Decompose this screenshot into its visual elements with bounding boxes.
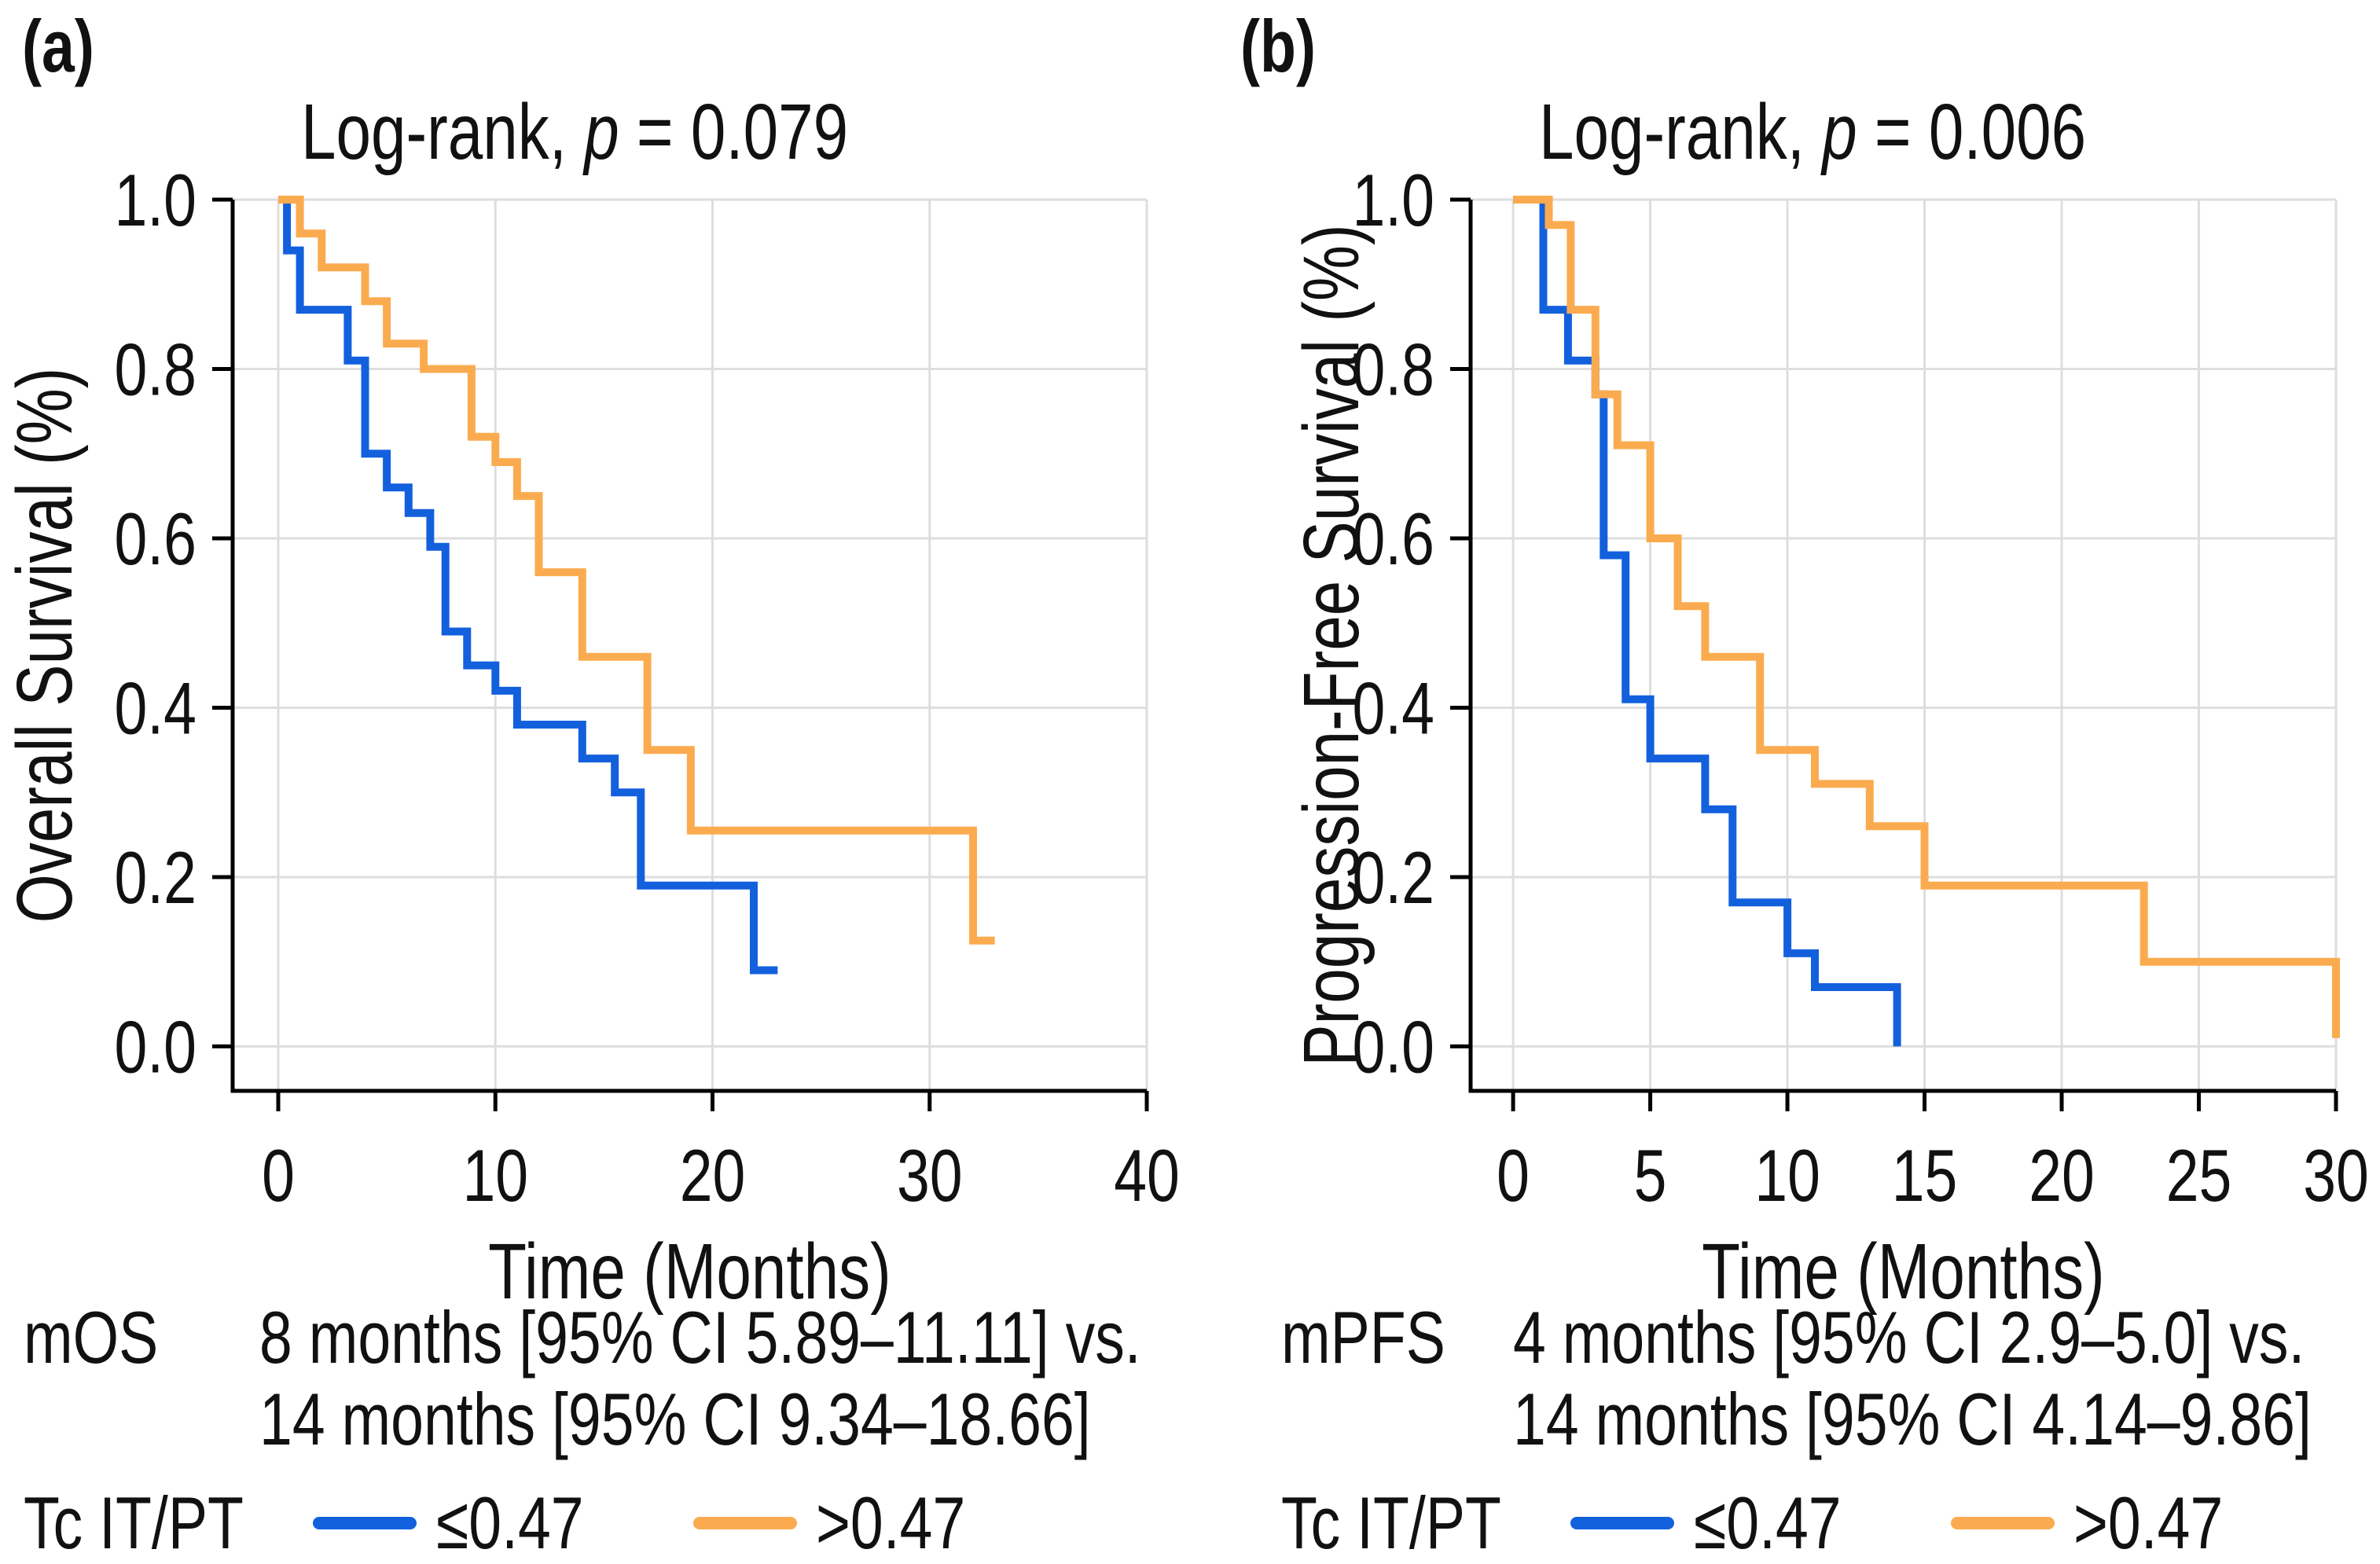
y-tick-label: 1.0 [114,160,196,242]
y-tick-label: 0.8 [114,329,196,412]
panel-a-ylabel: Overall Survival (%) [1,367,89,923]
y-tick-label: 0.6 [114,498,196,581]
legend-swatch-le047 [313,1517,417,1529]
panel-b-stats-line2: 14 months [95% CI 4.14–9.86] [1513,1378,2312,1460]
legend-swatch-gt047 [1951,1517,2055,1529]
x-tick-label: 0 [262,1135,295,1217]
x-tick-label: 10 [462,1135,528,1217]
panel-a-legend-entry-le047: ≤0.47 [436,1481,584,1564]
km-curve->0.47 [278,196,995,945]
x-tick-label: 20 [680,1135,746,1217]
km-curve->0.47 [1513,196,2340,1038]
p-italic: p [1822,88,1857,176]
y-tick-label: 0.8 [1352,329,1434,412]
panel-b-stats-label: mPFS [1281,1296,1445,1379]
panel-b-label: (b) [1240,5,1317,87]
panel-b-stats-line1: 4 months [95% CI 2.9–5.0] vs. [1513,1296,2305,1379]
panel-a-stats-line1: 8 months [95% CI 5.89–11.11] vs. [259,1296,1141,1379]
panel-b-legend-entry-gt047: >0.47 [2073,1481,2224,1564]
panel-a-label: (a) [22,5,94,87]
x-tick-label: 5 [1634,1135,1667,1217]
x-tick-label: 0 [1497,1135,1530,1217]
panel-a-stats-label: mOS [24,1296,159,1379]
panel-a-legend-entry-gt047: >0.47 [816,1481,966,1564]
x-tick-label: 30 [2303,1135,2369,1217]
panel-a-title: Log-rank, p = 0.079 [301,88,849,176]
panel-a-xlabel: Time (Months) [488,1228,891,1316]
panel-b-xlabel: Time (Months) [1702,1228,2105,1316]
y-tick-label: 0.0 [1352,1007,1434,1089]
panel-b-ylabel: Progression-Free Survival (%) [1287,224,1375,1067]
km-curve-≤0.47 [278,196,778,975]
y-tick-label: 0.4 [114,668,196,751]
y-tick-label: 0.2 [114,837,196,920]
km-charts-svg: 0 10 20 30 40 0.0 0.2 0.4 0.6 0.8 1.0 0 5 10 15 20 25 30 0… [114,160,2369,1217]
panel-b-legend-entry-le047: ≤0.47 [1694,1481,1842,1564]
x-tick-label: 20 [2029,1135,2095,1217]
panel-a-legend-title: Tc IT/PT [24,1481,244,1564]
x-tick-label: 10 [1754,1135,1820,1217]
legend-swatch-le047 [1570,1517,1674,1529]
y-tick-label: 0.0 [114,1007,196,1089]
km-curve-≤0.47 [1513,196,1901,1047]
p-italic: p [584,88,619,176]
panel-b-legend-title: Tc IT/PT [1281,1481,1501,1564]
x-tick-label: 25 [2166,1135,2232,1217]
x-tick-label: 30 [897,1135,963,1217]
y-tick-label: 0.6 [1352,498,1434,581]
y-tick-label: 1.0 [1352,160,1434,242]
x-tick-label: 15 [1892,1135,1958,1217]
y-tick-label: 0.4 [1352,668,1434,751]
panel-b-title: Log-rank, p = 0.006 [1539,88,2087,176]
x-tick-label: 40 [1114,1135,1180,1217]
panel-a-stats-line2: 14 months [95% CI 9.34–18.66] [259,1378,1091,1460]
y-tick-label: 0.2 [1352,837,1434,920]
legend-swatch-gt047 [693,1517,797,1529]
